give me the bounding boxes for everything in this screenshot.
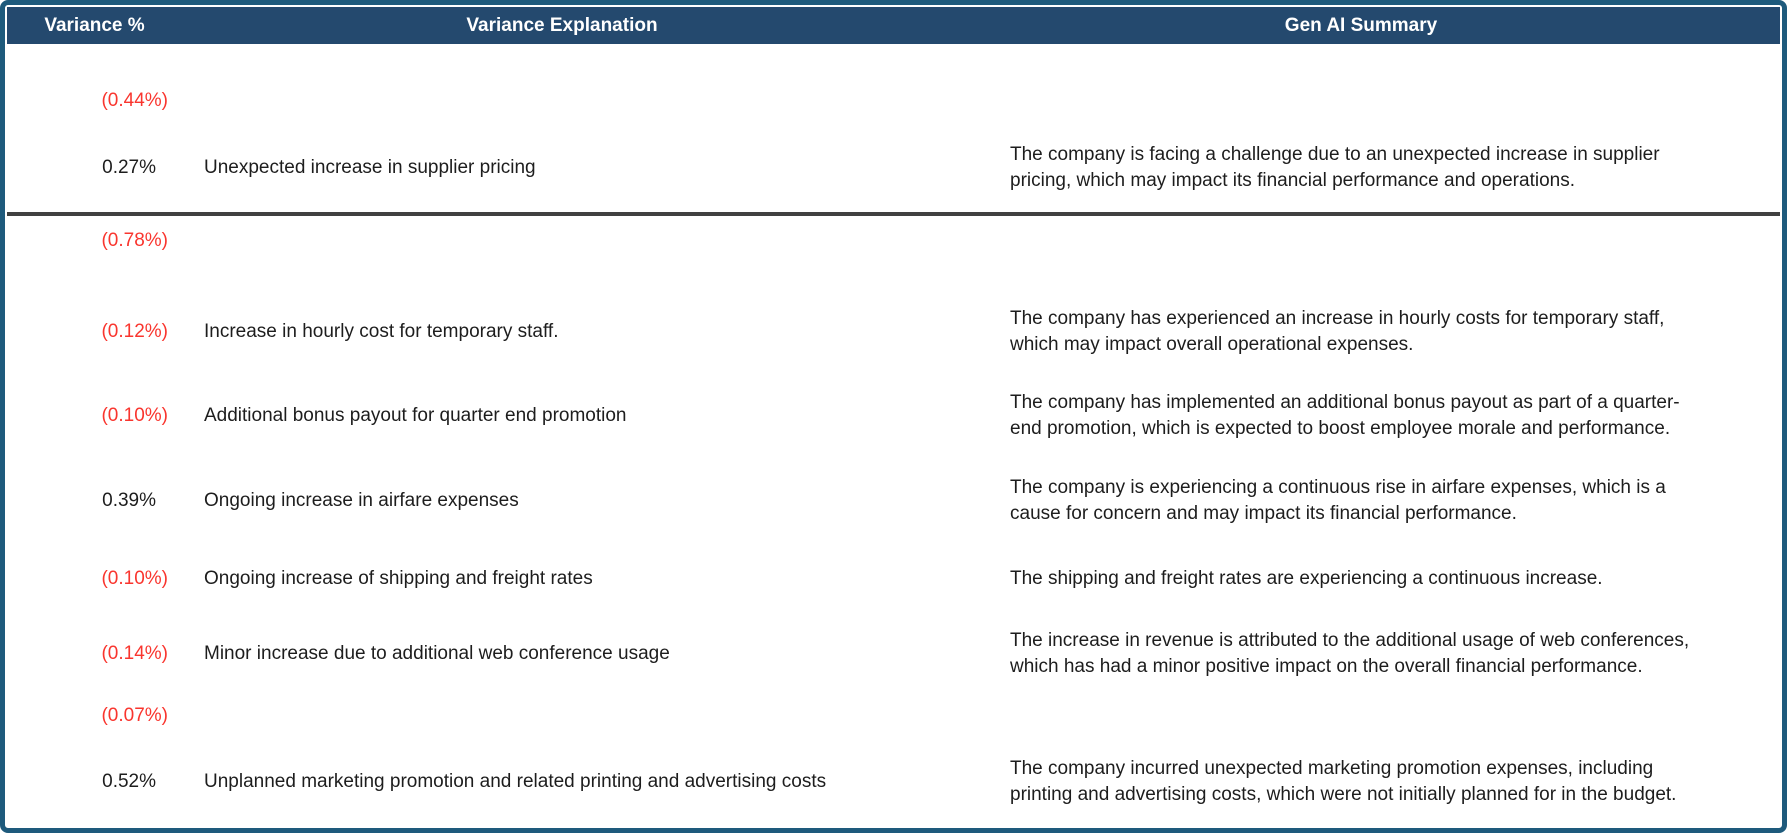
variance-value: (0.10%) [101,568,168,589]
variance-cell: 0.52% [7,738,182,825]
variance-cell: (0.10%) [7,374,182,458]
gen-ai-summary-cell: The company incurred unexpected marketin… [942,738,1780,825]
variance-explanation: Unexpected increase in supplier pricing [204,157,536,178]
variance-explanation-cell: Unexpected increase in supplier pricing [182,124,942,216]
table-row[interactable]: (0.14%) Minor increase due to additional … [7,614,1780,694]
variance-explanation: Increase in hourly cost for temporary st… [204,321,559,342]
variance-value: (0.07%) [101,705,168,726]
variance-table: Variance % Variance Explanation Gen AI S… [7,7,1780,825]
gen-ai-summary-cell: The shipping and freight rates are exper… [942,544,1780,614]
variance-cell: (0.07%) [7,694,182,738]
gen-ai-summary-cell: The company has implemented an additiona… [942,374,1780,458]
variance-explanation-cell [182,214,942,290]
table-header-row: Variance % Variance Explanation Gen AI S… [7,7,1780,44]
variance-value: (0.14%) [101,643,168,664]
variance-cell: (0.78%) [7,214,182,290]
gen-ai-summary: The company incurred unexpected marketin… [1010,757,1677,805]
variance-explanation-cell [182,44,942,124]
variance-explanation-cell: Ongoing increase in airfare expenses [182,458,942,544]
variance-explanation-cell [182,694,942,738]
gen-ai-summary-cell: The company is facing a challenge due to… [942,124,1780,216]
variance-value: (0.12%) [101,321,168,342]
variance-cell: (0.44%) [7,44,182,124]
table-row[interactable]: (0.44%) [7,44,1780,124]
column-header-variance-explanation[interactable]: Variance Explanation [182,7,942,44]
gen-ai-summary-cell [942,214,1780,290]
gen-ai-summary-cell: The company has experienced an increase … [942,290,1780,374]
gen-ai-summary: The company is facing a challenge due to… [1010,144,1660,191]
column-header-variance-pct[interactable]: Variance % [7,7,182,44]
table-row[interactable]: 0.52% Unplanned marketing promotion and r… [7,738,1780,825]
table-body: (0.44%) 0.27% Unexpected increase in suppl… [7,44,1780,825]
table-row[interactable]: (0.07%) [7,694,1780,738]
gen-ai-summary: The increase in revenue is attributed to… [1010,630,1690,677]
variance-cell: (0.10%) [7,544,182,614]
gen-ai-summary-cell: The increase in revenue is attributed to… [942,614,1780,694]
variance-explanation: Ongoing increase of shipping and freight… [204,568,593,589]
variance-explanation-cell: Increase in hourly cost for temporary st… [182,290,942,374]
variance-explanation-cell: Unplanned marketing promotion and relate… [182,738,942,825]
variance-explanation-cell: Ongoing increase of shipping and freight… [182,544,942,614]
variance-value: 0.52% [102,770,156,792]
gen-ai-summary: The shipping and freight rates are exper… [1010,568,1603,589]
variance-cell: (0.12%) [7,290,182,374]
gen-ai-summary-cell [942,44,1780,124]
variance-explanation: Unplanned marketing promotion and relate… [204,770,827,792]
table-row[interactable]: (0.10%) Ongoing increase of shipping and … [7,544,1780,614]
variance-explanation: Additional bonus payout for quarter end … [204,405,627,426]
variance-value: (0.10%) [101,405,168,426]
variance-value: 0.39% [102,490,156,511]
gen-ai-summary: The company has experienced an increase … [1010,308,1665,355]
gen-ai-summary: The company is experiencing a continuous… [1010,477,1666,524]
table-row[interactable]: 0.27% Unexpected increase in supplier pri… [7,124,1780,216]
variance-value: 0.27% [102,157,156,178]
variance-value: (0.44%) [101,90,168,111]
variance-explanation: Minor increase due to additional web con… [204,643,670,664]
table-row[interactable]: (0.10%) Additional bonus payout for quart… [7,374,1780,458]
gen-ai-summary-cell: The company is experiencing a continuous… [942,458,1780,544]
column-header-gen-ai-summary[interactable]: Gen AI Summary [942,7,1780,44]
variance-explanation: Ongoing increase in airfare expenses [204,490,519,511]
variance-cell: 0.39% [7,458,182,544]
variance-explanation-cell: Minor increase due to additional web con… [182,614,942,694]
gen-ai-summary-cell [942,694,1780,738]
table-row[interactable]: (0.78%) [7,214,1780,290]
table-row[interactable]: 0.39% Ongoing increase in airfare expense… [7,458,1780,544]
variance-explanation-cell: Additional bonus payout for quarter end … [182,374,942,458]
variance-cell: (0.14%) [7,614,182,694]
variance-value: (0.78%) [101,230,168,251]
table-row[interactable]: (0.12%) Increase in hourly cost for tempo… [7,290,1780,374]
variance-cell: 0.27% [7,124,182,216]
gen-ai-summary: The company has implemented an additiona… [1010,392,1680,439]
